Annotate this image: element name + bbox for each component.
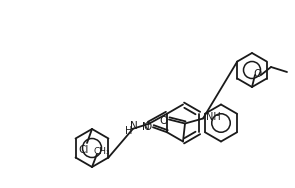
- Text: NH: NH: [206, 112, 221, 123]
- Text: O: O: [144, 122, 152, 132]
- Text: H: H: [125, 126, 133, 136]
- Text: N: N: [142, 122, 150, 132]
- Text: Cl: Cl: [79, 145, 89, 155]
- Text: CH₃: CH₃: [94, 146, 110, 155]
- Text: N: N: [130, 121, 138, 131]
- Text: O: O: [160, 115, 168, 126]
- Text: O: O: [254, 69, 262, 79]
